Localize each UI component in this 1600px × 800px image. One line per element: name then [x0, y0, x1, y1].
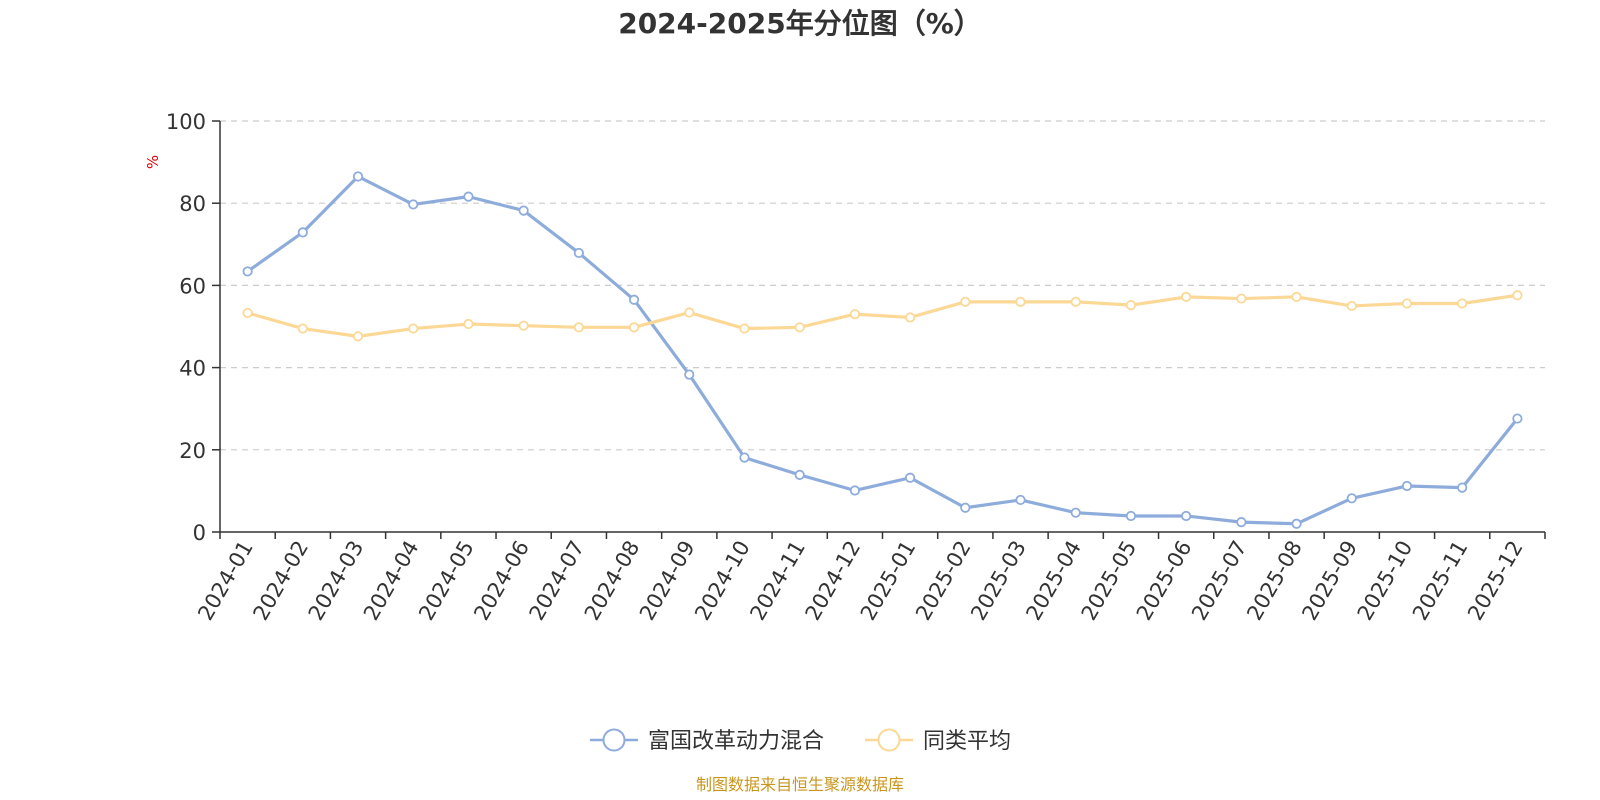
y-tick-label: 80 [179, 192, 206, 216]
data-point [905, 312, 916, 323]
legend-marker [602, 728, 626, 752]
series-lines [242, 171, 1523, 529]
y-tick-label: 60 [179, 274, 206, 298]
data-point [1457, 482, 1468, 493]
data-point [573, 247, 584, 259]
data-point [1512, 290, 1523, 301]
y-tick-label: 0 [193, 521, 206, 545]
data-point [1125, 510, 1137, 522]
y-tick-label: 20 [179, 439, 206, 463]
data-point [1401, 480, 1413, 492]
data-point [739, 323, 750, 334]
data-point [1181, 510, 1192, 522]
grid-lines [220, 120, 1545, 451]
data-point [960, 296, 971, 307]
data-point [849, 485, 860, 496]
data-point [1512, 413, 1523, 424]
data-point [242, 307, 253, 319]
x-tick-labels: 2024-012024-022024-032024-042024-052024-… [193, 537, 1527, 625]
series-line [246, 174, 1519, 526]
data-point [1181, 291, 1192, 303]
y-axis-unit-label: % [144, 155, 162, 169]
series-line [247, 293, 1518, 338]
y-tick-labels: 0 20 40 60 80 100 [166, 110, 206, 545]
data-point [408, 323, 419, 334]
data-point [573, 322, 584, 333]
data-point [1291, 518, 1302, 529]
data-point [463, 318, 474, 330]
chart-title: 2024-2025年分位图（%） [618, 7, 982, 40]
axes [212, 120, 1546, 539]
data-point [1125, 300, 1137, 311]
legend-marker [877, 728, 901, 752]
legend-item[interactable]: 富国改革动力混合 [590, 728, 824, 754]
data-point [463, 191, 474, 202]
data-point [1070, 296, 1081, 307]
data-point [1015, 296, 1026, 307]
data-point [1015, 494, 1026, 506]
data-point [960, 502, 971, 513]
data-point [905, 472, 916, 483]
data-source-note: 制图数据来自恒生聚源数据库 [696, 775, 904, 794]
x-tick-label: 2025-12 [1463, 537, 1528, 625]
data-point [1291, 291, 1302, 303]
data-point [794, 322, 805, 333]
y-tick-label: 100 [166, 110, 206, 134]
data-point [518, 205, 529, 216]
data-point [1070, 507, 1081, 518]
data-point [684, 369, 695, 380]
data-point [1401, 298, 1413, 309]
data-point [518, 320, 529, 331]
data-point [794, 469, 805, 480]
legend-label: 富国改革动力混合 [648, 729, 824, 754]
data-point [297, 323, 308, 334]
data-point [739, 452, 750, 463]
data-point [1346, 300, 1357, 312]
data-point [849, 309, 860, 320]
data-point [242, 266, 253, 277]
data-point [297, 227, 308, 238]
data-point [352, 331, 364, 342]
data-point [628, 322, 640, 333]
data-point [1236, 517, 1247, 528]
legend-label: 同类平均 [923, 729, 1011, 754]
legend-item[interactable]: 同类平均 [865, 728, 1011, 754]
data-point [1236, 293, 1247, 304]
data-point [628, 294, 640, 305]
legend[interactable]: 富国改革动力混合 同类平均 [590, 728, 1011, 754]
data-point [352, 171, 364, 182]
data-point [1346, 493, 1357, 504]
data-point [684, 307, 695, 318]
y-tick-label: 40 [179, 357, 206, 381]
data-point [408, 199, 419, 210]
data-point [1457, 298, 1468, 309]
